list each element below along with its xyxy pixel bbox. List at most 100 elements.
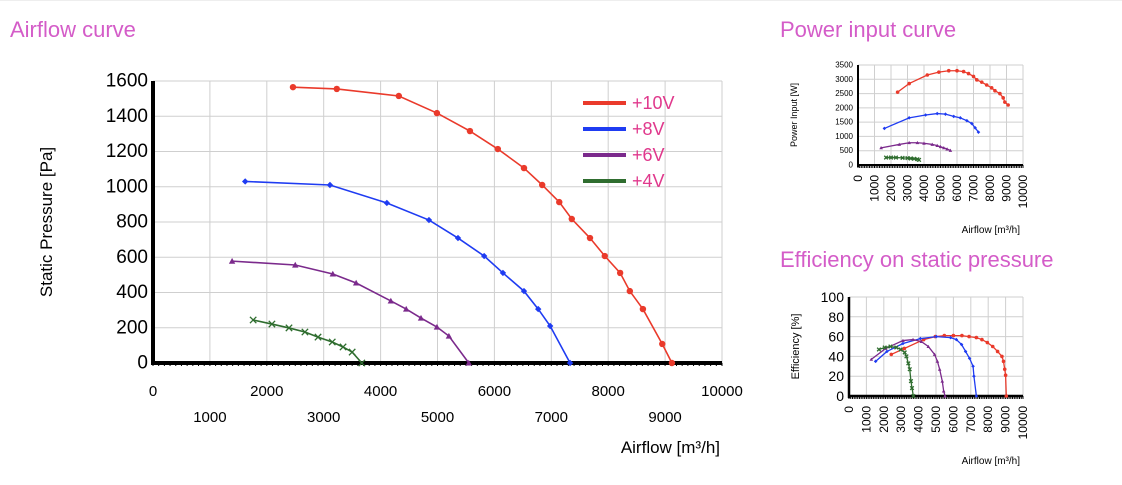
data-point — [616, 269, 624, 277]
x-tick-label: 10000 — [1016, 175, 1030, 209]
efficiency-chart-title: Efficiency on static pressure — [780, 247, 1054, 272]
data-point — [387, 297, 395, 304]
data-point — [907, 116, 911, 120]
x-tick-label: 6000 — [478, 383, 511, 400]
legend-label: +10V — [632, 93, 675, 113]
data-point — [993, 88, 997, 93]
data-point — [985, 340, 990, 345]
data-point — [951, 114, 956, 119]
y-tick-label: 1000 — [835, 132, 853, 141]
x-tick-label: 0 — [842, 406, 856, 413]
x-tick-label: 7000 — [535, 409, 568, 426]
data-point — [898, 347, 903, 352]
x-tick-label: 2000 — [877, 406, 891, 433]
data-point — [241, 178, 249, 185]
data-point — [935, 111, 939, 116]
x-tick-label: 9000 — [648, 409, 681, 426]
data-point — [1000, 354, 1004, 359]
data-point — [938, 144, 943, 149]
data-point — [984, 83, 989, 87]
data-point — [911, 337, 915, 342]
data-point — [922, 141, 926, 145]
data-point — [971, 74, 976, 79]
x-tick-label: 4000 — [364, 383, 397, 400]
data-point — [926, 344, 931, 348]
data-point — [876, 347, 882, 352]
data-point — [454, 234, 462, 242]
series-line-plus-8V — [245, 180, 571, 364]
y-tick-label: 0 — [137, 353, 148, 374]
data-point — [901, 341, 905, 346]
data-point — [535, 305, 542, 313]
y-tick-label: 60 — [828, 329, 844, 345]
data-point — [946, 68, 951, 73]
data-point — [1003, 373, 1008, 378]
data-point — [965, 118, 969, 123]
data-point — [935, 143, 939, 148]
data-point — [940, 379, 945, 383]
data-point — [249, 316, 257, 324]
legend-label: +4V — [632, 171, 665, 191]
data-point — [301, 328, 309, 336]
x-tick-label: 4000 — [917, 175, 931, 202]
data-point — [383, 199, 391, 207]
data-point — [904, 354, 909, 359]
y-tick-label: 2000 — [835, 103, 853, 112]
y-tick-label: 2500 — [835, 89, 853, 98]
x-tick-label: 0 — [851, 175, 865, 182]
data-point — [879, 146, 883, 150]
x-tick-label: 5000 — [421, 409, 454, 426]
data-point — [959, 342, 964, 347]
data-point — [538, 181, 546, 189]
data-point — [945, 147, 949, 151]
data-point — [973, 126, 977, 130]
y-tick-label: 80 — [828, 309, 844, 325]
data-point — [433, 323, 441, 330]
data-point — [937, 70, 941, 74]
efficiency-chart: 0 1000 2000 3000 4000 5000 6000 7000 8000 9000 100… — [790, 289, 1030, 467]
data-point — [873, 359, 878, 364]
y-axis-label: Power Input [W] — [789, 83, 799, 147]
x-tick-label: 7000 — [964, 406, 978, 433]
data-point — [466, 127, 474, 135]
data-point — [639, 305, 647, 313]
data-point — [326, 181, 334, 189]
data-point — [901, 338, 905, 342]
data-point — [967, 356, 972, 361]
data-point — [979, 80, 984, 84]
data-point — [228, 257, 236, 264]
data-point — [915, 140, 920, 145]
series-line-plus-6V — [870, 338, 946, 397]
data-point — [358, 359, 366, 367]
data-point — [425, 216, 433, 224]
data-point — [907, 367, 912, 372]
y-tick-label: 100 — [821, 289, 845, 305]
x-tick-label: 1000 — [859, 406, 873, 433]
x-tick-label: 3000 — [901, 175, 915, 202]
x-tick-label: 4000 — [912, 406, 926, 433]
data-point — [333, 85, 340, 93]
y-tick-label: 1200 — [106, 141, 148, 162]
x-tick-label: 6000 — [950, 175, 964, 202]
data-point — [919, 339, 924, 343]
data-point — [902, 346, 907, 351]
y-tick-label: 1400 — [106, 106, 148, 127]
series-line-plus-6V — [232, 260, 470, 364]
data-point — [918, 336, 923, 341]
data-point — [941, 389, 946, 393]
data-point — [900, 155, 905, 161]
x-tick-label: 10000 — [1016, 406, 1030, 440]
data-point — [1003, 100, 1007, 104]
data-point — [990, 344, 995, 349]
data-point — [1006, 103, 1010, 107]
data-point — [907, 81, 911, 86]
x-tick-label: 1000 — [193, 409, 226, 426]
data-point — [285, 324, 293, 332]
data-point — [882, 345, 887, 350]
data-point — [916, 157, 922, 163]
data-point — [998, 91, 1002, 96]
data-point — [626, 287, 634, 295]
data-point — [882, 126, 887, 131]
